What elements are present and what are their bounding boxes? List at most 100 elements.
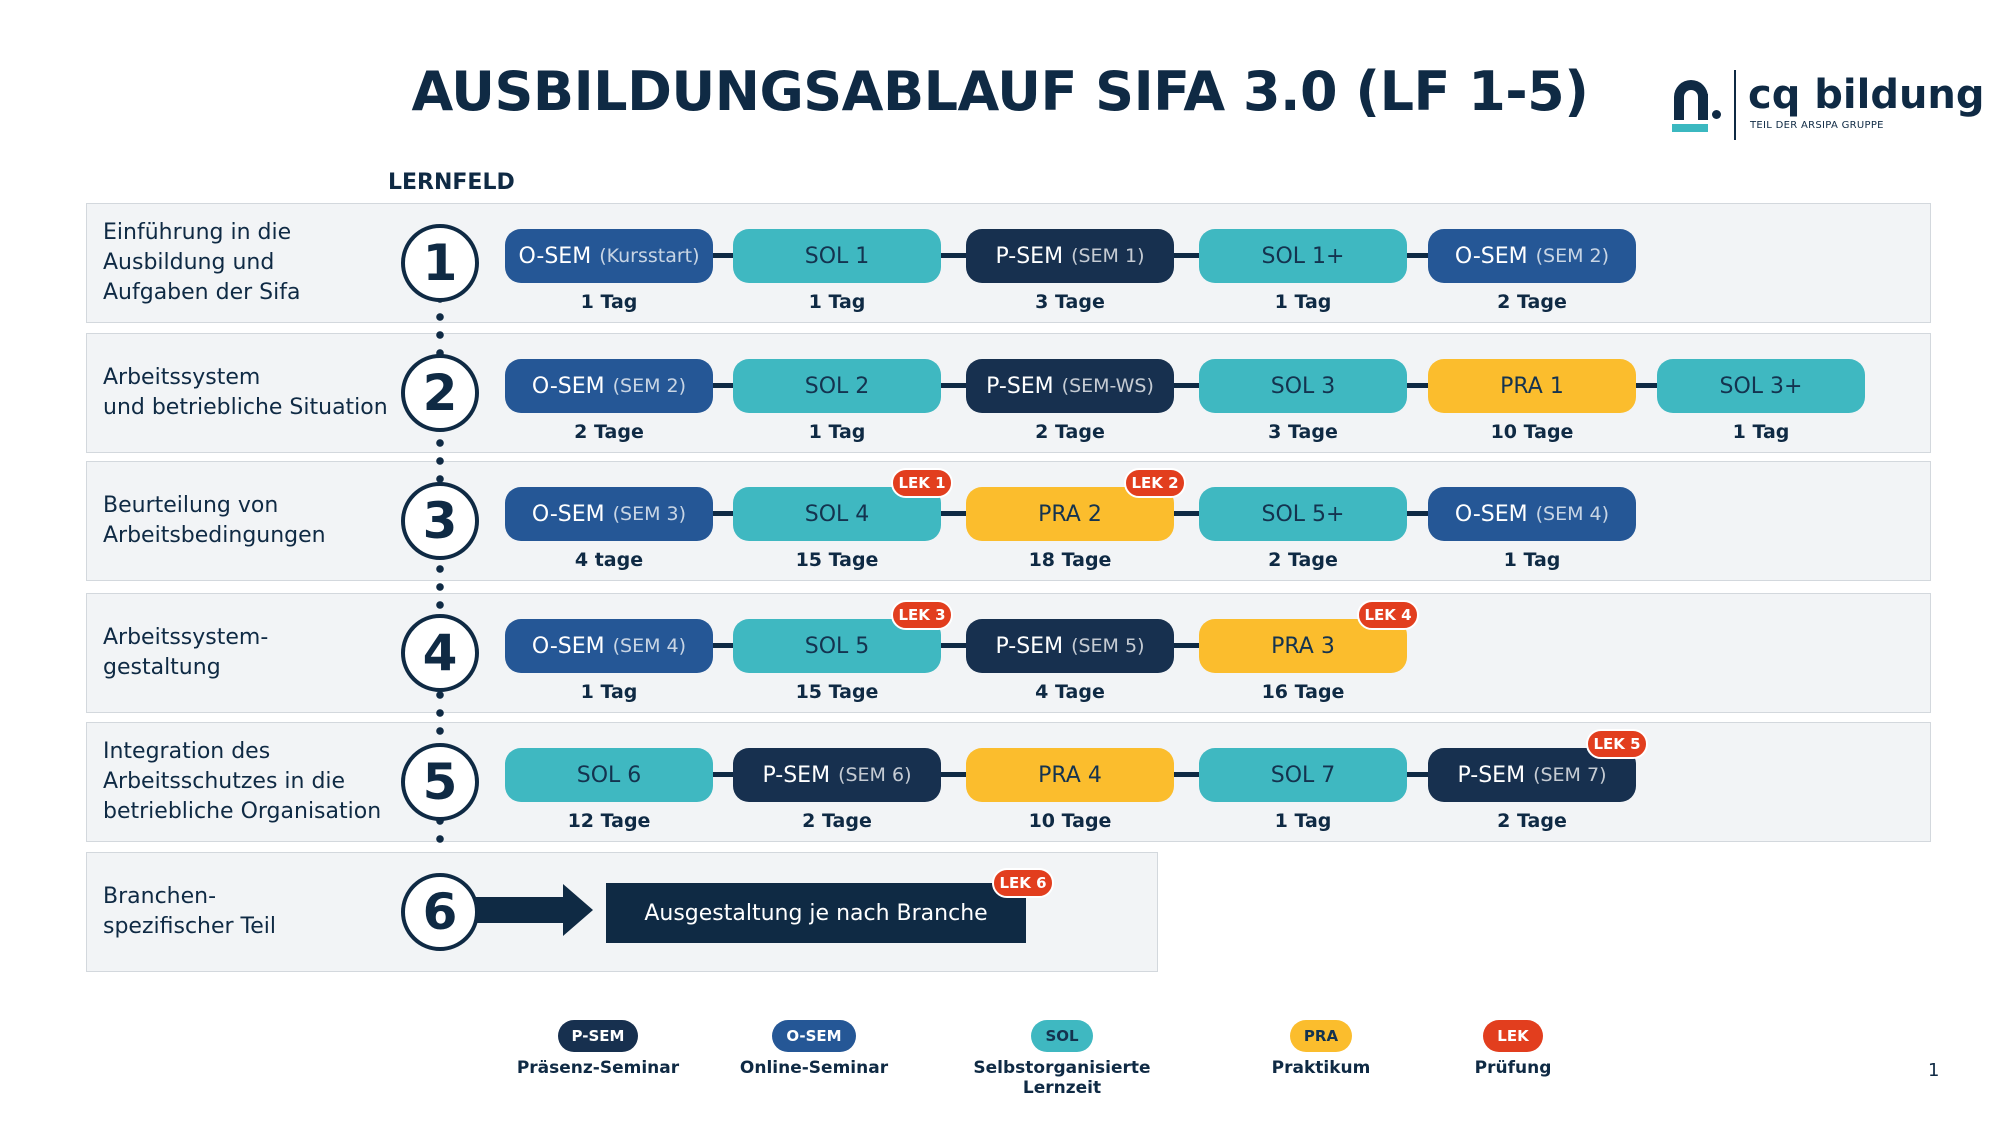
module-duration: 10 Tage — [1028, 810, 1112, 832]
module-label: PRA 2 — [1038, 501, 1102, 527]
module-label: SOL 3+ — [1719, 373, 1803, 399]
lernfeld-title: Einführung in die Ausbildung und Aufgabe… — [103, 220, 301, 305]
module-pill-pra: PRA 4 — [966, 748, 1174, 802]
module-pill-sol: SOL 1+ — [1199, 229, 1407, 283]
module-duration: 16 Tage — [1261, 681, 1345, 703]
module-duration: 4 tage — [574, 549, 644, 571]
module-label: O-SEM — [518, 243, 592, 269]
module-pill-pra: PRA 1 — [1428, 359, 1636, 413]
module-pill-sol: SOL 5+ — [1199, 487, 1407, 541]
lernfeld-number: 4 — [401, 614, 479, 692]
module-pill-osem: O-SEM (Kursstart) — [505, 229, 713, 283]
module-pill-psem: P-SEM (SEM-WS) — [966, 359, 1174, 413]
module-label: SOL 4 — [804, 501, 870, 527]
module-label: SOL 3 — [1270, 373, 1336, 399]
lernfeld-title: Integration des Arbeitsschutzes in die b… — [103, 739, 382, 824]
timeline-dots — [436, 290, 444, 850]
module-sublabel: (SEM-WS) — [1061, 375, 1154, 397]
module-label: PRA 4 — [1038, 762, 1102, 788]
legend-label: Praktikum — [1271, 1058, 1371, 1078]
module-label: P-SEM — [995, 243, 1064, 269]
legend-label: Online-Seminar — [739, 1058, 889, 1078]
module-sublabel: (SEM 1) — [1071, 245, 1145, 267]
module-label: O-SEM — [1454, 243, 1528, 269]
legend-item-sol: SOL Selbstorganisierte Lernzeit — [932, 1020, 1192, 1098]
module-pill-sol: SOL 1 — [733, 229, 941, 283]
legend-pill: LEK — [1483, 1020, 1543, 1052]
module-pill-sol: SOL 2 — [733, 359, 941, 413]
lernfeld-number: 5 — [401, 743, 479, 821]
module-duration: 1 Tag — [580, 681, 638, 703]
page-title: AUSBILDUNGSABLAUF SIFA 3.0 (LF 1-5) — [411, 60, 1589, 123]
module-label: P-SEM — [995, 633, 1064, 659]
module-pill-psem: P-SEM (SEM 1) — [966, 229, 1174, 283]
module-pill-sol: SOL 6 — [505, 748, 713, 802]
module-duration: 1 Tag — [1274, 810, 1332, 832]
legend-pill: P-SEM — [557, 1020, 639, 1052]
module-duration: 18 Tage — [1028, 549, 1112, 571]
lernfeld-title: Branchen- spezifischer Teil — [103, 884, 277, 939]
step-connector — [709, 383, 1661, 388]
legend-label: Prüfung — [1474, 1058, 1552, 1078]
module-label: O-SEM — [531, 501, 605, 527]
module-label: SOL 2 — [804, 373, 870, 399]
module-pill-sol: SOL 3+ — [1657, 359, 1865, 413]
lek-badge: LEK 2 — [1124, 468, 1186, 498]
module-sublabel: (SEM 5) — [1071, 635, 1145, 657]
module-duration: 1 Tag — [1274, 291, 1332, 313]
module-duration: 10 Tage — [1490, 421, 1574, 443]
legend-pill: SOL — [1031, 1020, 1093, 1052]
module-duration: 2 Tage — [574, 421, 644, 443]
legend-pill: PRA — [1289, 1020, 1353, 1052]
lernfeld-title: Arbeitssystem- gestaltung — [103, 625, 269, 680]
module-label: P-SEM — [762, 762, 831, 788]
branch-arrow-head — [563, 884, 593, 936]
module-sublabel: (SEM 2) — [1535, 245, 1610, 267]
module-label: PRA 3 — [1271, 633, 1335, 659]
lek-badge: LEK 6 — [992, 868, 1054, 898]
lernfeld-number: 2 — [401, 354, 479, 432]
module-duration: 3 Tage — [1268, 421, 1338, 443]
module-duration: 2 Tage — [802, 810, 872, 832]
lernfeld-number: 3 — [401, 482, 479, 560]
legend-item-psem: P-SEM Präsenz-Seminar — [468, 1020, 728, 1078]
module-duration: 15 Tage — [795, 681, 879, 703]
module-pill-psem: P-SEM (SEM 5) — [966, 619, 1174, 673]
module-label: P-SEM — [986, 373, 1054, 399]
module-label: PRA 1 — [1500, 373, 1564, 399]
logo-name: cq bildung — [1748, 72, 1985, 118]
module-label: SOL 5 — [804, 633, 870, 659]
module-sublabel: (SEM 6) — [838, 764, 912, 786]
module-label: SOL 1 — [804, 243, 870, 269]
module-label: O-SEM — [531, 373, 605, 399]
logo-tagline: TEIL DER ARSIPA GRUPPE — [1750, 120, 1884, 131]
lernfeld-title: Beurteilung von Arbeitsbedingungen — [103, 493, 326, 548]
module-duration: 2 Tage — [1268, 549, 1338, 571]
lernfeld-number: 1 — [401, 224, 479, 302]
module-label: O-SEM — [1454, 501, 1528, 527]
legend-item-osem: O-SEM Online-Seminar — [684, 1020, 944, 1078]
module-duration: 1 Tag — [808, 291, 866, 313]
module-sublabel: (Kursstart) — [599, 245, 700, 267]
module-label: P-SEM — [1457, 762, 1526, 788]
module-label: SOL 1+ — [1261, 243, 1345, 269]
branch-arrow-icon — [475, 897, 565, 923]
module-pill-osem: O-SEM (SEM 4) — [505, 619, 713, 673]
module-duration: 2 Tage — [1497, 810, 1567, 832]
module-duration: 1 Tag — [1732, 421, 1790, 443]
lek-badge: LEK 1 — [891, 468, 953, 498]
legend-label: Selbstorganisierte Lernzeit — [973, 1058, 1151, 1098]
module-duration: 1 Tag — [1503, 549, 1561, 571]
module-pill-psem: P-SEM (SEM 6) — [733, 748, 941, 802]
legend-item-pra: PRA Praktikum — [1191, 1020, 1451, 1078]
module-sublabel: (SEM 2) — [612, 375, 687, 397]
legend-pill: O-SEM — [772, 1020, 856, 1052]
module-pill-osem: O-SEM (SEM 2) — [1428, 229, 1636, 283]
module-sublabel: (SEM 4) — [1535, 503, 1610, 525]
module-sublabel: (SEM 7) — [1533, 764, 1607, 786]
module-label: SOL 6 — [576, 762, 642, 788]
module-duration: 3 Tage — [1035, 291, 1105, 313]
module-sublabel: (SEM 3) — [612, 503, 687, 525]
step-connector — [709, 643, 1203, 648]
